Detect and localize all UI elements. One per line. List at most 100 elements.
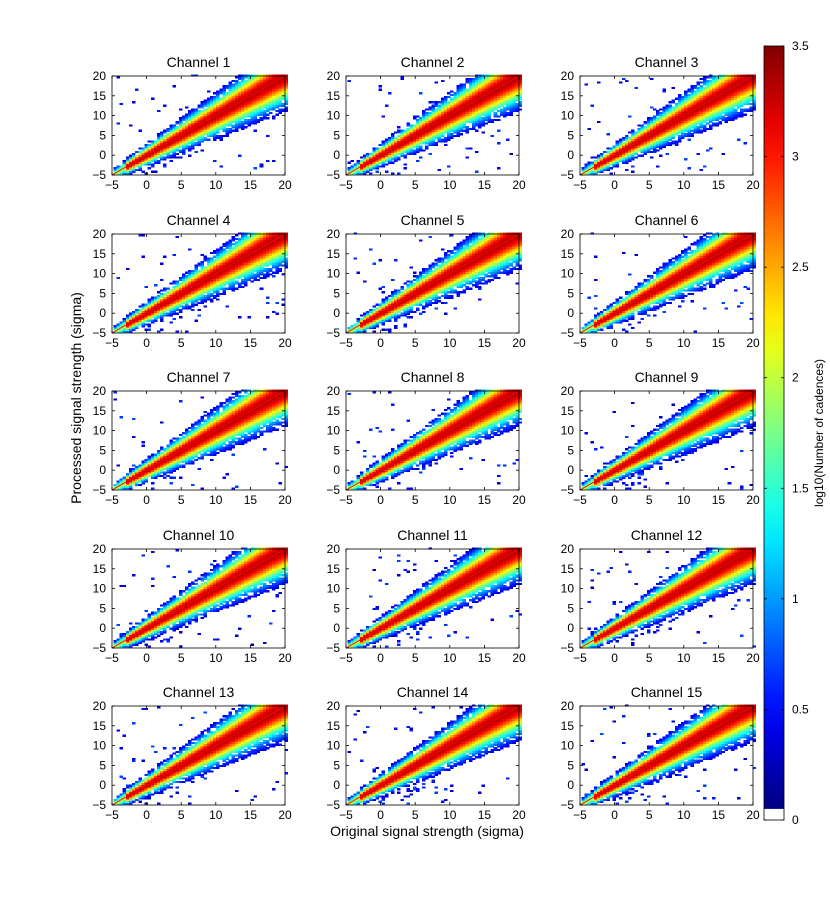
heatmap-cell — [637, 131, 641, 134]
heatmap-cell — [153, 296, 158, 299]
heatmap-cell — [234, 83, 239, 86]
heatmap-cell — [128, 161, 133, 164]
heatmap-cell — [122, 163, 127, 166]
heatmap-cell — [234, 101, 239, 104]
heatmap-cell — [412, 131, 417, 134]
heatmap-cell — [724, 111, 729, 115]
heatmap-cell — [478, 110, 482, 113]
heatmap-cell — [169, 124, 173, 127]
heatmap-cell — [740, 111, 744, 115]
heatmap-cell — [618, 138, 623, 141]
heatmap-cell — [247, 241, 251, 244]
heatmap-cell — [434, 126, 439, 129]
heatmap-cell — [275, 268, 279, 271]
heatmap-cell — [228, 276, 233, 280]
heatmap-cell — [253, 97, 258, 100]
heatmap-cell — [656, 135, 660, 138]
heatmap-cell — [213, 285, 217, 289]
heatmap-cell — [178, 294, 183, 297]
heatmap-cell — [412, 300, 417, 303]
heatmap-cell — [181, 275, 186, 278]
heatmap-cell — [141, 309, 145, 312]
heatmap-cell — [200, 289, 205, 292]
heatmap-cell — [656, 113, 660, 116]
heatmap-cell — [503, 90, 507, 93]
heatmap-cell — [256, 259, 261, 262]
heatmap-cell — [687, 126, 691, 129]
heatmap-cell — [272, 76, 276, 79]
heatmap-cell — [384, 142, 389, 145]
heatmap-cell — [487, 86, 492, 90]
heatmap-cell — [506, 102, 510, 106]
heatmap-cell — [394, 291, 398, 294]
heatmap-cell — [712, 111, 716, 115]
heatmap-cell — [253, 102, 258, 106]
heatmap-cell — [163, 156, 167, 159]
heatmap-cell — [228, 81, 233, 84]
heatmap-cell — [634, 131, 638, 134]
heatmap-cell — [216, 262, 220, 265]
heatmap-cell — [443, 140, 448, 143]
heatmap-cell — [400, 136, 404, 139]
heatmap-cell — [649, 117, 654, 120]
heatmap-cell — [247, 104, 251, 107]
heatmap-cell — [156, 296, 161, 299]
heatmap-cell — [185, 303, 189, 306]
heatmap-cell — [188, 142, 192, 145]
heatmap-cell — [259, 92, 264, 95]
heatmap-cell — [443, 124, 448, 127]
heatmap-cell — [506, 83, 510, 86]
heatmap-cell — [219, 102, 223, 106]
heatmap-cell — [244, 111, 248, 115]
heatmap-cell — [425, 131, 429, 134]
heatmap-cell — [459, 85, 463, 88]
heatmap-cell — [172, 131, 177, 134]
heatmap-cell — [724, 74, 729, 77]
heatmap-cell — [490, 74, 495, 77]
heatmap-cell — [185, 280, 189, 283]
heatmap-cell — [178, 133, 183, 136]
heatmap-cell — [499, 86, 504, 90]
heatmap-cell — [440, 131, 445, 134]
heatmap-cell — [512, 83, 516, 86]
heatmap-cell — [684, 122, 688, 125]
heatmap-cell — [471, 104, 476, 107]
heatmap-cell — [244, 74, 248, 77]
heatmap-cell — [512, 95, 516, 98]
heatmap-cell — [219, 165, 223, 168]
heatmap-cell — [216, 248, 220, 251]
heatmap-cell — [241, 108, 245, 111]
x-tick-label: 0 — [143, 178, 150, 192]
heatmap-cell — [615, 159, 620, 163]
heatmap-cell — [160, 301, 164, 305]
heatmap-cell — [403, 138, 407, 141]
heatmap-cell — [119, 321, 124, 324]
heatmap-cell — [637, 145, 641, 148]
heatmap-cell — [696, 131, 701, 134]
heatmap-cell — [400, 77, 404, 81]
heatmap-cell — [372, 305, 376, 308]
heatmap-cell — [709, 106, 713, 109]
heatmap-cell — [462, 118, 467, 122]
heatmap-cell — [400, 135, 404, 138]
heatmap-cell — [188, 300, 192, 303]
heatmap-cell — [615, 140, 620, 143]
heatmap-cell — [447, 95, 451, 98]
heatmap-cell — [234, 94, 239, 97]
heatmap-cell — [518, 81, 523, 84]
heatmap-cell — [281, 257, 286, 260]
heatmap-cell — [468, 90, 473, 93]
heatmap-cell — [281, 250, 286, 253]
heatmap-cell — [172, 152, 177, 155]
heatmap-cell — [415, 285, 420, 289]
heatmap-cell — [156, 143, 161, 147]
heatmap-cell — [172, 151, 177, 154]
heatmap-cell — [213, 252, 217, 255]
heatmap-cell — [677, 127, 682, 131]
heatmap-cell — [643, 151, 648, 154]
heatmap-cell — [665, 135, 669, 138]
heatmap-cell — [674, 120, 679, 123]
heatmap-cell — [241, 262, 245, 265]
heatmap-cell — [668, 136, 673, 139]
heatmap-cell — [712, 76, 716, 79]
